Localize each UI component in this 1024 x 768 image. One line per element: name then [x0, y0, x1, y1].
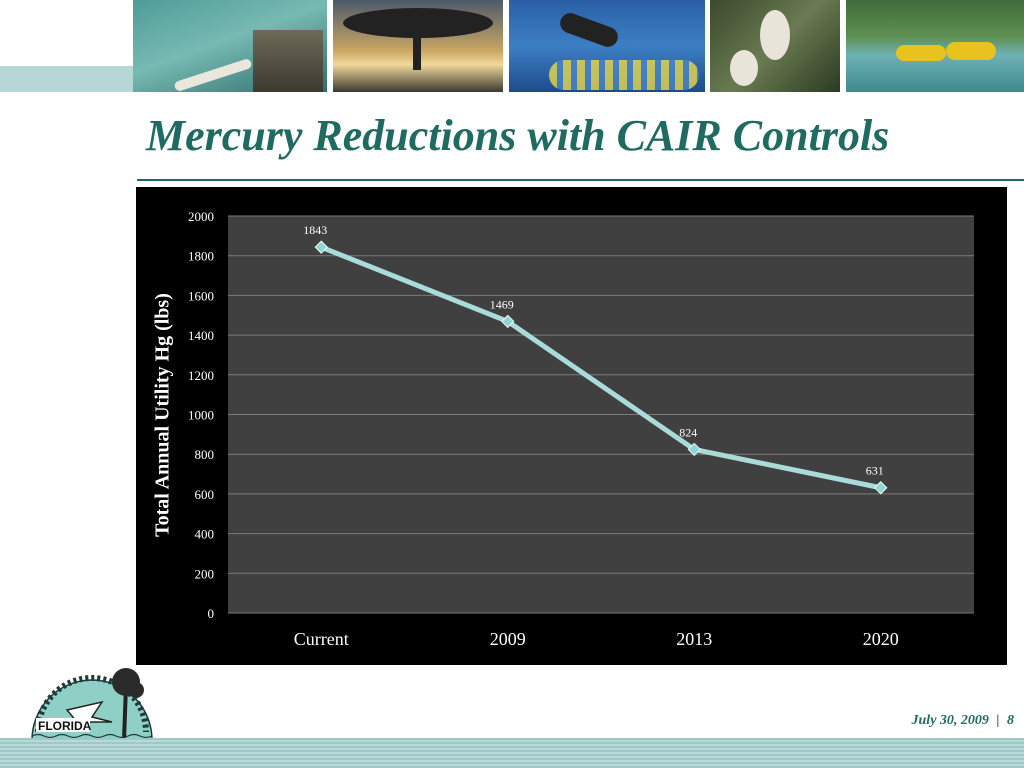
y-tick-label: 1800	[188, 249, 214, 264]
river-tubing-photo	[846, 0, 1024, 92]
x-tick-label: 2009	[490, 629, 526, 649]
footer-bar	[0, 738, 1024, 768]
slide-title: Mercury Reductions with CAIR Controls	[146, 111, 890, 160]
x-tick-label: Current	[294, 629, 349, 649]
series-line	[320, 244, 882, 491]
y-tick-label: 1600	[188, 288, 214, 303]
chart-area: 0 200 400 600 800 1000 1200 1400 1600 1800 2000 Cur…	[136, 187, 1007, 665]
dep-seal-icon: FLORIDA	[31, 668, 153, 741]
y-tick-label: 0	[208, 606, 215, 621]
y-tick-label: 400	[195, 527, 215, 542]
photo-banner	[0, 0, 1024, 92]
springs-canoe-photo	[133, 0, 327, 92]
y-tick-label: 1400	[188, 328, 214, 343]
y-tick-label: 1200	[188, 368, 214, 383]
footer-date: July 30, 2009	[911, 713, 989, 728]
y-tick-label: 200	[195, 566, 215, 581]
data-label: 824	[679, 425, 697, 439]
line-chart: 0 200 400 600 800 1000 1200 1400 1600 1800 2000 Cur…	[188, 209, 974, 649]
footer-page-number: 8	[1007, 713, 1014, 728]
data-point	[874, 481, 888, 495]
y-tick-label: 1000	[188, 408, 214, 423]
y-tick-label: 600	[195, 487, 215, 502]
y-tick-label: 2000	[188, 209, 214, 224]
data-point	[314, 240, 328, 254]
y-tick-label: 800	[195, 447, 215, 462]
florida-dep-logo: FLORIDA	[22, 662, 154, 744]
data-label: 1843	[303, 223, 327, 237]
x-tick-label: 2020	[863, 629, 899, 649]
data-point	[687, 442, 701, 457]
sunset-tree-photo	[333, 0, 503, 92]
data-point	[501, 314, 515, 329]
footer-separator: |	[996, 713, 1000, 728]
data-label: 631	[866, 464, 884, 478]
title-divider	[137, 179, 1024, 181]
ibis-birds-photo	[710, 0, 840, 92]
banner-accent-stripe	[0, 66, 135, 92]
data-label: 1469	[490, 297, 514, 311]
logo-text: FLORIDA	[38, 719, 92, 733]
diver-photo	[509, 0, 705, 92]
footer-date-page: July 30, 2009 | 8	[912, 713, 1014, 729]
y-axis-label: Total Annual Utility Hg (lbs)	[151, 293, 174, 537]
x-tick-label: 2013	[676, 629, 712, 649]
